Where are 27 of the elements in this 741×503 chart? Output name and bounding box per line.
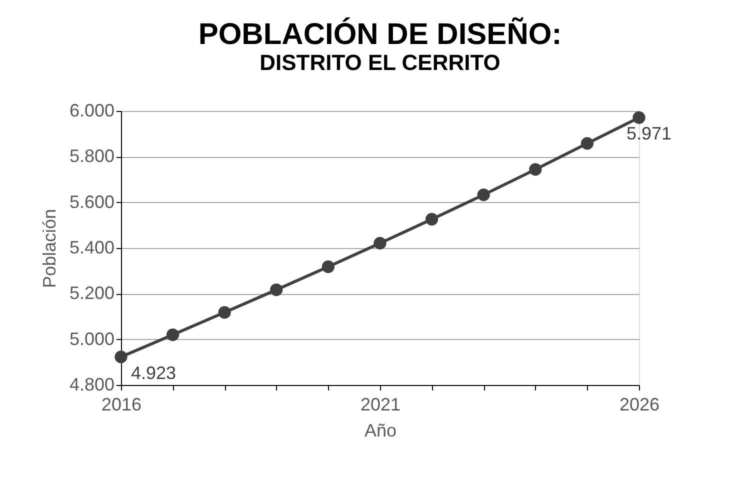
- y-tick-label: 4.800: [69, 374, 114, 394]
- point: [425, 212, 438, 226]
- y-axis-title: Población: [39, 208, 60, 288]
- y-tick-label: 5.000: [69, 328, 114, 349]
- x-tick-label: 2026: [619, 394, 660, 414]
- point: [114, 350, 128, 364]
- y-tick-label: 6.000: [69, 100, 114, 120]
- point: [477, 188, 490, 202]
- x-tick-label: 2016: [101, 394, 142, 414]
- x-axis-title: Año: [364, 420, 397, 440]
- point: [632, 111, 646, 124]
- data-label: 5.971: [626, 124, 672, 144]
- point: [322, 260, 335, 274]
- chart-subtitle: DISTRITO EL CERRITO: [260, 50, 500, 75]
- point: [218, 306, 231, 319]
- point: [374, 236, 386, 250]
- point: [270, 283, 283, 296]
- data-label: 4.923: [131, 362, 176, 383]
- x-tick-label: 2021: [360, 394, 401, 414]
- point: [580, 137, 594, 150]
- chart-title: POBLACIÓN DE DISEÑO:: [198, 17, 562, 51]
- point: [529, 163, 542, 176]
- y-tick-label: 5.200: [69, 283, 114, 304]
- y-tick-label: 5.600: [69, 192, 114, 212]
- y-tick-label: 5.800: [69, 146, 114, 166]
- y-tick-label: 5.400: [69, 238, 114, 258]
- point: [166, 328, 180, 342]
